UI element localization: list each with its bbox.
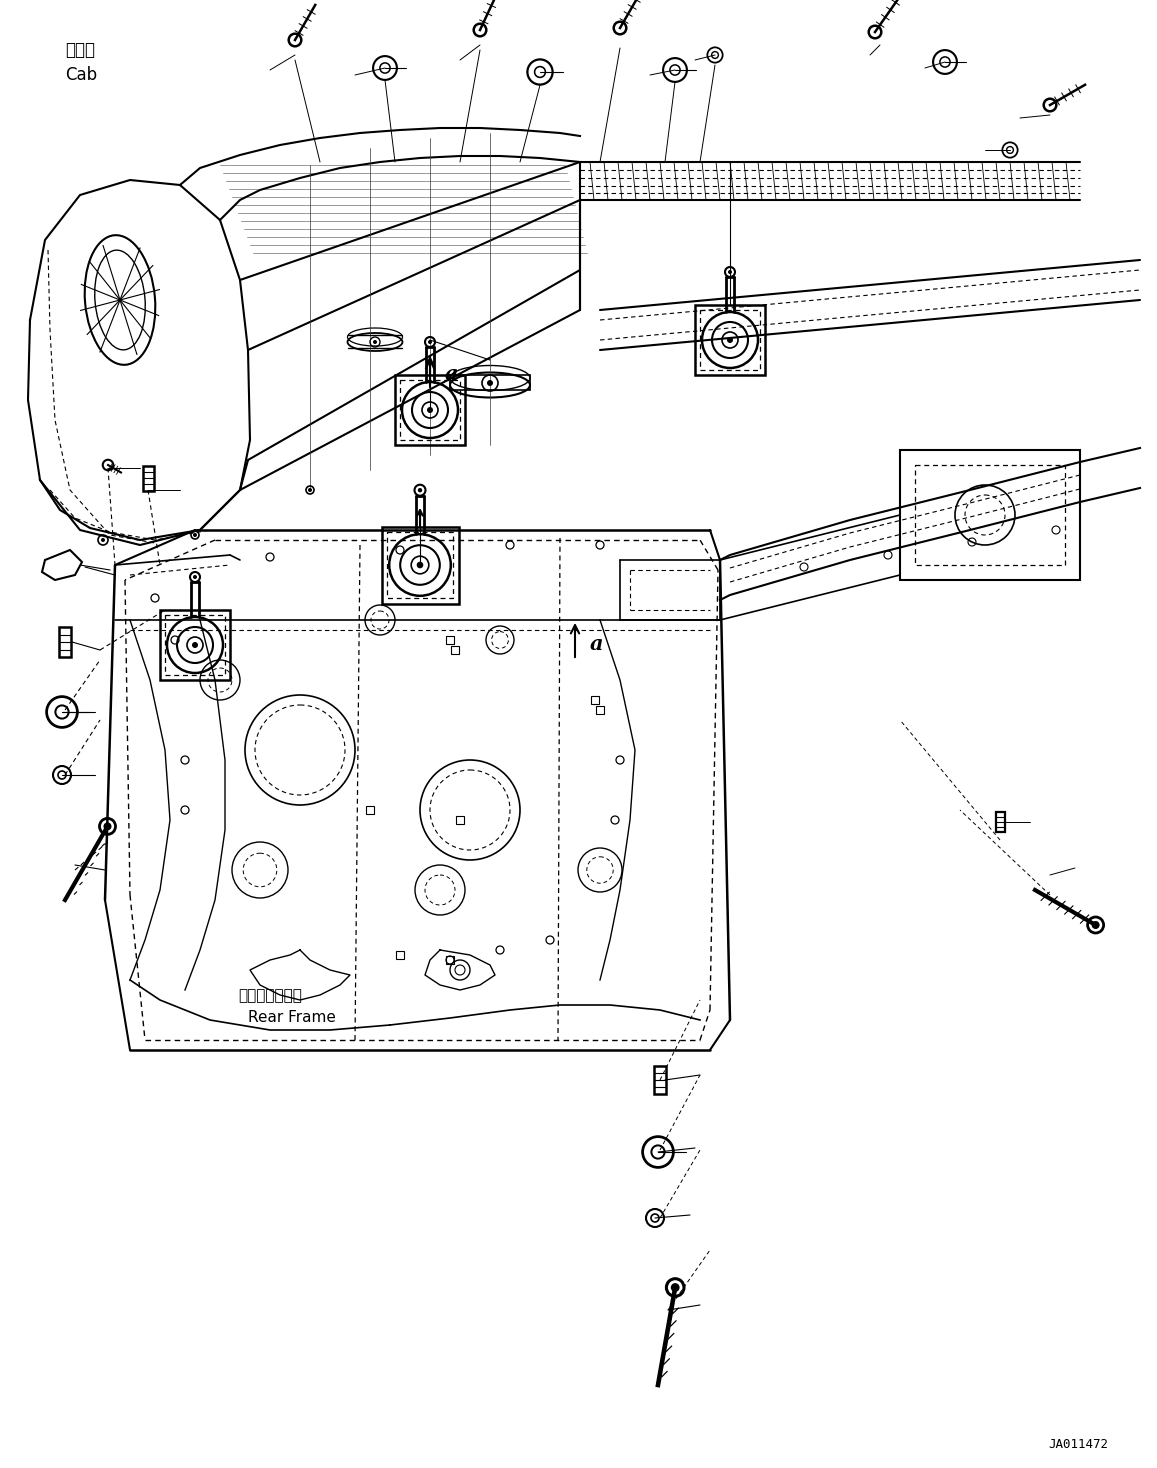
- Bar: [915, 465, 1064, 565]
- Text: リヤーフレーム: リヤーフレーム: [238, 988, 302, 1003]
- Circle shape: [193, 533, 197, 537]
- Bar: [396, 951, 404, 959]
- Bar: [165, 615, 224, 675]
- Circle shape: [728, 270, 732, 275]
- Bar: [900, 451, 1079, 580]
- Bar: [995, 812, 1004, 832]
- Bar: [445, 636, 454, 644]
- Bar: [654, 1066, 666, 1094]
- Circle shape: [487, 380, 493, 386]
- Circle shape: [418, 487, 422, 492]
- Circle shape: [428, 341, 432, 344]
- Polygon shape: [42, 550, 82, 580]
- Text: JA011472: JA011472: [1048, 1439, 1108, 1450]
- Text: キャブ: キャブ: [65, 41, 95, 59]
- Circle shape: [417, 562, 423, 568]
- Bar: [451, 646, 459, 655]
- Bar: [386, 531, 454, 597]
- Text: Rear Frame: Rear Frame: [248, 1010, 336, 1025]
- Bar: [142, 465, 154, 490]
- Circle shape: [427, 407, 433, 413]
- Text: a: a: [445, 364, 458, 385]
- Bar: [160, 611, 230, 680]
- Bar: [59, 627, 71, 658]
- Circle shape: [671, 1283, 679, 1292]
- Text: Cab: Cab: [65, 66, 97, 84]
- Bar: [591, 696, 599, 705]
- Circle shape: [101, 537, 105, 542]
- Circle shape: [193, 575, 197, 578]
- Bar: [445, 956, 454, 964]
- Circle shape: [308, 487, 312, 492]
- Bar: [366, 806, 374, 813]
- Circle shape: [373, 341, 377, 344]
- Bar: [395, 374, 465, 445]
- Circle shape: [103, 822, 111, 831]
- Bar: [700, 310, 760, 370]
- Bar: [400, 380, 460, 440]
- Text: a: a: [590, 634, 604, 655]
- Circle shape: [1091, 920, 1099, 929]
- Bar: [456, 816, 464, 824]
- Circle shape: [192, 642, 198, 647]
- Bar: [382, 527, 458, 603]
- Circle shape: [727, 338, 734, 344]
- Bar: [596, 706, 604, 713]
- Bar: [695, 305, 765, 374]
